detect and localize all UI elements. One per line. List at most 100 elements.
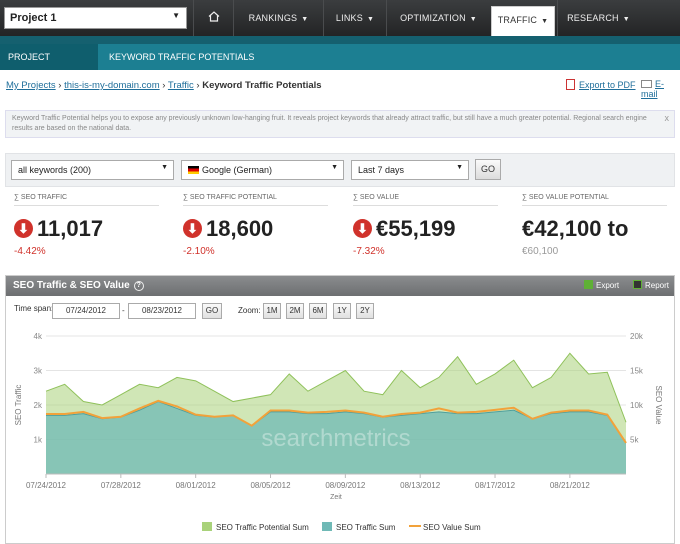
legend-swatch bbox=[322, 522, 332, 531]
export-icon bbox=[584, 280, 593, 289]
go-button[interactable]: GO bbox=[475, 159, 501, 180]
zoom-1m-button[interactable]: 1M bbox=[263, 303, 281, 319]
chart-panel: SEO Traffic & SEO Value? Export Report T… bbox=[5, 275, 675, 544]
flag-germany-icon bbox=[188, 166, 199, 174]
export-label: Export bbox=[596, 281, 620, 290]
report-label: Report bbox=[645, 281, 670, 290]
date-to-input[interactable]: 08/23/2012 bbox=[128, 303, 196, 319]
x-tick-label: 07/28/2012 bbox=[101, 481, 142, 490]
x-tick-label: 08/17/2012 bbox=[475, 481, 516, 490]
legend-label: SEO Traffic Sum bbox=[336, 523, 396, 532]
report-button[interactable]: Report bbox=[633, 280, 669, 290]
metric-value: 18,600 bbox=[206, 216, 274, 241]
nav-optimization-label: OPTIMIZATION bbox=[400, 13, 466, 23]
chart-header: SEO Traffic & SEO Value? Export Report bbox=[6, 276, 674, 296]
zoom-label: Zoom: bbox=[238, 306, 261, 315]
help-icon[interactable]: ? bbox=[133, 281, 144, 291]
metric-seo-traffic-potential: ∑ SEO TRAFFIC POTENTIAL ⬇ 18,600 -2.10% bbox=[183, 194, 333, 264]
chevron-down-icon: ▼ bbox=[172, 11, 180, 20]
seo-traffic-area bbox=[46, 401, 626, 474]
x-tick-label: 08/21/2012 bbox=[550, 481, 591, 490]
breadcrumb-traffic[interactable]: Traffic bbox=[167, 80, 194, 91]
caret-down-icon: ▼ bbox=[469, 16, 477, 23]
caret-down-icon: ▼ bbox=[622, 16, 630, 23]
keywords-select-value: all keywords (200) bbox=[18, 165, 92, 175]
metric-value: 11,017 bbox=[37, 216, 104, 241]
email-link[interactable]: E-mail bbox=[641, 79, 680, 99]
metric-change: -7.32% bbox=[353, 246, 385, 257]
close-icon[interactable]: x bbox=[664, 113, 670, 123]
nav-traffic-label: TRAFFIC bbox=[497, 15, 538, 25]
y-tick-label-right: 20k bbox=[630, 332, 644, 341]
metric-value: €42,100 to bbox=[522, 216, 629, 241]
seo-traffic-chart: 1k 2k 3k 4k 5k 10k 15k 20k searchmetrics 07/24/20… bbox=[14, 332, 663, 532]
legend-swatch bbox=[202, 522, 212, 531]
y-tick-label-right: 15k bbox=[630, 367, 644, 376]
export-pdf-label: Export to PDF bbox=[579, 80, 636, 90]
nav-links-label: LINKS bbox=[335, 13, 363, 23]
caret-down-icon: ▼ bbox=[366, 16, 375, 23]
export-pdf-link[interactable]: Export to PDF bbox=[566, 79, 636, 90]
chevron-down-icon: ▼ bbox=[331, 164, 338, 171]
y-tick-label-left: 4k bbox=[34, 332, 43, 341]
nav-traffic[interactable]: TRAFFIC ▼ bbox=[491, 6, 555, 36]
zoom-2m-button[interactable]: 2M bbox=[286, 303, 304, 319]
y-axis-label-left: SEO Traffic bbox=[14, 385, 23, 426]
seo-traffic-potential-line bbox=[45, 352, 627, 423]
report-icon bbox=[633, 280, 642, 289]
breadcrumb-my-projects[interactable]: My Projects bbox=[6, 80, 56, 91]
sub-navigation: PROJECT TRAFFIC▼ KEYWORD TRAFFIC POTENTI… bbox=[0, 36, 680, 88]
legend-label: SEO Traffic Potential Sum bbox=[216, 523, 309, 532]
breadcrumb: My Projects › this-is-my-domain.com › Tr… bbox=[6, 80, 322, 91]
timespan-go-button[interactable]: GO bbox=[202, 303, 222, 319]
project-select-value: Project 1 bbox=[10, 12, 57, 24]
time-span-label: Time span: bbox=[14, 304, 54, 313]
subnav-keyword-traffic-potentials-label: KEYWORD TRAFFIC POTENTIALS bbox=[109, 52, 255, 62]
search-engine-select-value: Google (German) bbox=[202, 165, 273, 175]
x-tick-label: 08/13/2012 bbox=[400, 481, 441, 490]
zoom-2y-button[interactable]: 2Y bbox=[356, 303, 374, 319]
x-axis-label: Zeit bbox=[330, 494, 342, 501]
caret-down-icon: ▼ bbox=[541, 18, 549, 25]
nav-rankings[interactable]: RANKINGS ▼ bbox=[233, 0, 323, 36]
period-select[interactable]: Last 7 days ▼ bbox=[351, 160, 469, 180]
project-select[interactable]: Project 1 ▼ bbox=[4, 7, 187, 29]
metric-change: €60,100 bbox=[522, 246, 559, 257]
export-button[interactable]: Export bbox=[584, 280, 619, 290]
breadcrumb-domain[interactable]: this-is-my-domain.com bbox=[64, 80, 160, 91]
chevron-down-icon: ▼ bbox=[161, 164, 168, 171]
chevron-down-icon: ▼ bbox=[456, 164, 463, 171]
y-axis-label-right: SEO Value bbox=[654, 386, 663, 426]
nav-rankings-label: RANKINGS bbox=[248, 13, 298, 23]
x-tick-label: 08/05/2012 bbox=[250, 481, 291, 490]
seo-value-line bbox=[46, 399, 627, 444]
nav-research[interactable]: RESEARCH ▼ bbox=[557, 0, 639, 36]
y-tick-label-right: 10k bbox=[630, 401, 644, 410]
nav-home[interactable] bbox=[193, 0, 233, 36]
info-box: Keyword Traffic Potential helps you to e… bbox=[5, 110, 675, 138]
metric-label: ∑ SEO TRAFFIC POTENTIAL bbox=[183, 194, 328, 206]
nav-research-label: RESEARCH bbox=[567, 13, 619, 23]
metric-label: ∑ SEO TRAFFIC bbox=[14, 194, 159, 206]
info-text: Keyword Traffic Potential helps you to e… bbox=[12, 115, 647, 132]
metric-change: -2.10% bbox=[183, 246, 215, 257]
keywords-select[interactable]: all keywords (200) ▼ bbox=[11, 160, 174, 180]
metric-value: €55,199 bbox=[376, 216, 456, 241]
nav-links[interactable]: LINKS ▼ bbox=[323, 0, 386, 36]
x-tick-label: 07/24/2012 bbox=[26, 481, 67, 490]
metric-seo-traffic: ∑ SEO TRAFFIC ⬇ 11,017 -4.42% bbox=[14, 194, 164, 264]
watermark-logo: searchmetrics bbox=[261, 425, 410, 452]
page-title: Keyword Traffic Potentials bbox=[202, 80, 322, 91]
metric-seo-value: ∑ SEO VALUE ⬇ €55,199 -7.32% bbox=[353, 194, 503, 264]
period-select-value: Last 7 days bbox=[358, 165, 405, 175]
search-engine-select[interactable]: Google (German) ▼ bbox=[181, 160, 344, 180]
subnav-keyword-traffic-potentials[interactable]: KEYWORD TRAFFIC POTENTIALS bbox=[101, 44, 262, 70]
nav-optimization[interactable]: OPTIMIZATION ▼ bbox=[386, 0, 490, 36]
legend-label: SEO Value Sum bbox=[423, 523, 481, 532]
mail-icon bbox=[641, 80, 652, 88]
date-from-input[interactable]: 07/24/2012 bbox=[52, 303, 120, 319]
subnav-project-traffic[interactable]: PROJECT TRAFFIC▼ bbox=[0, 44, 98, 88]
breadcrumb-separator: › bbox=[159, 80, 168, 91]
zoom-6m-button[interactable]: 6M bbox=[309, 303, 327, 319]
zoom-1y-button[interactable]: 1Y bbox=[333, 303, 351, 319]
